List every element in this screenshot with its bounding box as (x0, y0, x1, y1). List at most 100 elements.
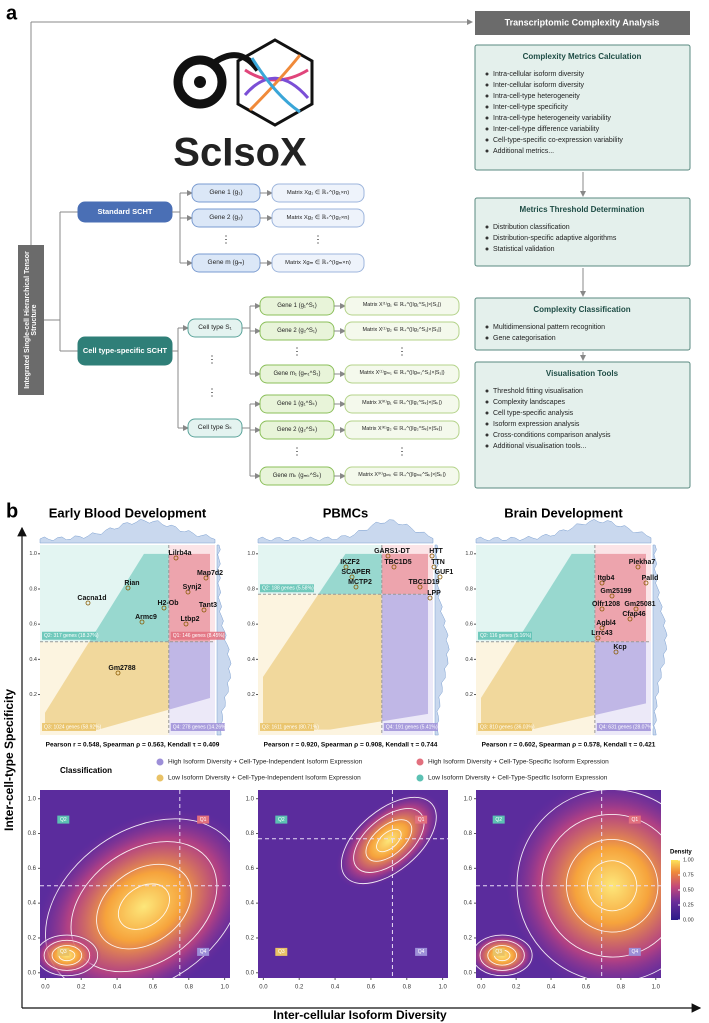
quadrant-label-bg (42, 723, 96, 731)
y-tick-label: 0.4 (246, 901, 255, 907)
gene-marker (599, 625, 605, 631)
gene-label: Gene 2 (g₂) (209, 213, 243, 221)
label-box: Gene 1 (g₁) (209, 188, 243, 196)
section-title: Metrics Threshold Determination (520, 205, 645, 214)
density-blob (476, 932, 536, 978)
quadrant-label-bg (170, 723, 225, 731)
x-tick-label: 0.8 (185, 985, 194, 991)
density-legend-label: 0.50 (683, 887, 694, 893)
gene-label: Gene mₖ (gₘₖ^Sₖ) (272, 472, 322, 479)
gene-marker (183, 621, 189, 627)
gene-label: Lrrc43 (591, 630, 613, 637)
cloud-region (594, 553, 647, 642)
point-cloud (262, 553, 429, 730)
ellipsis: ⋮ (313, 235, 323, 246)
quadrant-badge-label: Q4 (200, 949, 207, 955)
cloud-region (262, 594, 382, 730)
gene-marker (627, 616, 633, 622)
quadrant-badge-label: Q2 (60, 817, 67, 823)
y-tick-label: 1.0 (465, 551, 473, 557)
density-contour (43, 939, 91, 971)
matrix-label: Matrix Xg₁ ∈ ℝ₊^(Ig₁×n) (286, 189, 350, 196)
legend-swatch (416, 774, 424, 782)
section-item: Gene categorisation (493, 335, 556, 342)
density-blob (40, 932, 102, 978)
bullet (485, 236, 489, 240)
matrix-label-box (344, 364, 460, 384)
stats: Pearson r = 0.548, Spearman ρ = 0.563, K… (46, 742, 220, 749)
bullet (485, 127, 489, 131)
bullet (485, 336, 489, 340)
root-label-group: Integrated Single-cell Hierarchical Tens… (24, 251, 38, 389)
label-box: Matrix Xg₁ ∈ ℝ₊^(Ig₁×n) (286, 189, 350, 196)
x-tick-label: 1.0 (652, 985, 661, 991)
x-tick-label: 1.0 (220, 985, 229, 991)
gene-label: Tant3 (199, 602, 217, 609)
label-box: Gene 2 (g₂) (209, 213, 243, 221)
matrix-label: Matrix X⁽ᴷ⁾gₘₖ ∈ ℝ₊^(|Igₘₖ^Sₖ|×|Sₖ|) (358, 472, 446, 479)
density-legend-title: Density (670, 850, 692, 856)
bullet (485, 138, 489, 142)
gene-label: Itgb4 (598, 575, 615, 582)
label-box: Gene mₖ (gₘₖ^Sₖ) (272, 472, 322, 479)
ellipsis: ⋮ (292, 347, 302, 358)
gene-label: GUF1 (435, 569, 454, 576)
gene-label: SCAPER (341, 569, 370, 576)
section-item: Inter-cell-type difference variability (493, 126, 600, 133)
y-tick-label: 0.6 (28, 866, 37, 872)
bullet (485, 83, 489, 87)
gene-marker (599, 580, 605, 586)
y-tick-label: 0.2 (464, 936, 473, 942)
label-box: Gene m (gₘ) (208, 259, 245, 266)
section-box (474, 297, 691, 351)
quadrant-badge (492, 947, 505, 956)
density-contour (565, 838, 659, 933)
bullet (485, 411, 489, 415)
y-tick-label: 0.2 (246, 936, 255, 942)
quadrant-label: Q3: 1024 genes (58.92%) (44, 724, 102, 730)
gene-label: Lilrb4a (169, 550, 192, 557)
logo-hexagon (236, 38, 314, 127)
bullet (485, 72, 489, 76)
y-tick-label: 0.8 (465, 586, 473, 592)
gene-marker (599, 606, 605, 612)
quadrant-badge (57, 815, 70, 824)
y-tick-label: 0.4 (247, 657, 255, 663)
gene-marker (633, 606, 639, 612)
stats: Pearson r = 0.920, Spearman ρ = 0.908, K… (264, 742, 438, 749)
label-box: Cell type-specific SCHT (83, 347, 167, 355)
gene-label: IKZF2 (340, 559, 360, 566)
gene-marker (343, 564, 349, 570)
density-contour (587, 860, 638, 912)
marginal-histogram (39, 518, 216, 544)
section-item: Threshold fitting visualisation (493, 388, 583, 395)
bullet (485, 94, 489, 98)
gene-marker (431, 564, 437, 570)
bullet (485, 247, 489, 251)
y-tick-label: 1.0 (464, 796, 473, 802)
section-box (474, 361, 691, 489)
x-tick-label: 0.2 (512, 985, 521, 991)
gene-marker (635, 564, 641, 570)
cloud-region (89, 553, 169, 642)
matrix-label-box (271, 253, 365, 273)
x-tick-label: 0.8 (617, 985, 626, 991)
gene-marker (173, 555, 179, 561)
y-tick-label: 1.0 (29, 551, 37, 557)
gene-label: Gene 2 (g₂^Sₖ) (276, 426, 318, 433)
quadrant-badge (275, 947, 288, 956)
gene-label: Gene 1 (g₁) (209, 188, 243, 196)
y-tick-label: 1.0 (247, 551, 255, 557)
section-item: Additional metrics... (493, 148, 554, 155)
logo-ring (173, 55, 227, 109)
y-tick-label: 0.4 (28, 901, 37, 907)
analysis-title: Transcriptomic Complexity Analysis (505, 17, 660, 27)
y-tick-label: 0.8 (29, 586, 37, 592)
section-item: Additional visualisation tools... (493, 443, 586, 450)
gene-marker (613, 649, 619, 655)
section-item: Cell-type-specific co-expression variabi… (493, 137, 623, 144)
matrix-label-box (344, 296, 460, 316)
quadrant-badge-label: Q1 (418, 817, 425, 823)
quadrant-badge-label: Q1 (200, 817, 207, 823)
